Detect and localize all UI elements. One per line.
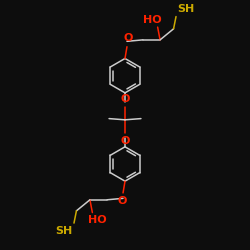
Text: O: O	[117, 196, 126, 206]
Text: HO: HO	[88, 215, 107, 225]
Text: O: O	[120, 136, 130, 146]
Text: O: O	[124, 33, 133, 43]
Text: SH: SH	[177, 4, 194, 14]
Text: HO: HO	[143, 15, 162, 25]
Text: O: O	[120, 94, 130, 104]
Text: SH: SH	[56, 226, 73, 236]
